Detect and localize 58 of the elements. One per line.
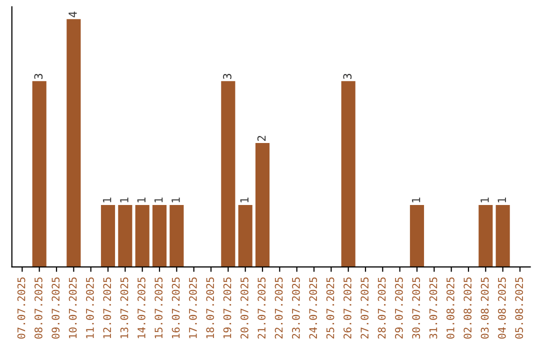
x-tick-label: 28.07.2025 [378,277,386,339]
x-tick-label: 29.07.2025 [394,277,403,339]
bar [341,81,356,267]
bar [152,204,167,267]
x-tick-label: 18.07.2025 [206,277,214,338]
data-label: 3 [223,74,232,79]
bar [255,143,270,267]
bar [135,204,150,267]
x-tick-label: 11.07.2025 [86,277,94,338]
x-tick-label: 25.07.2025 [326,277,334,339]
x-tick-label: 04.08.2025 [498,277,506,339]
data-label: 1 [412,198,420,202]
bar [32,81,46,267]
data-label: 4 [68,12,77,18]
x-tick-label: 12.07.2025 [103,277,112,338]
bar [100,204,116,267]
data-label: 3 [34,74,43,79]
x-tick-label: 26.07.2025 [343,277,352,339]
x-tick-label: 01.08.2025 [446,277,454,339]
data-label: 1 [240,198,248,202]
x-tick-label: 21.07.2025 [258,277,266,339]
x-tick-label: 14.07.2025 [138,277,146,338]
bar [66,19,81,267]
x-tick-label: 24.07.2025 [309,277,318,339]
bar [170,204,184,267]
x-tick-label: 02.08.2025 [464,277,472,339]
data-label: 3 [343,74,352,79]
x-tick-label: 23.07.2025 [292,277,300,339]
data-label: 1 [480,198,489,202]
x-tick-label: 08.07.2025 [34,277,42,339]
x-tick-label: 16.07.2025 [172,277,180,338]
x-tick-label: 20.07.2025 [240,277,248,339]
data-label: 1 [103,198,112,202]
x-tick-label: 30.07.2025 [412,277,420,339]
bar [478,204,493,267]
x-tick-label: 09.07.2025 [52,277,60,339]
x-tick-label: 31.07.2025 [429,277,438,339]
x-tick-label: 05.08.2025 [515,277,524,339]
data-label: 1 [172,198,180,202]
data-label: 1 [120,198,128,202]
x-tick-label: 17.07.2025 [189,277,197,338]
x-tick-label: 15.07.2025 [154,277,163,338]
x-tick-label: 22.07.2025 [274,277,283,339]
data-label: 1 [154,198,163,202]
x-tick-label: 10.07.2025 [68,277,77,338]
x-tick-label: 03.08.2025 [480,277,489,339]
bar [118,204,132,267]
bar [496,204,510,267]
x-tick-label: 13.07.2025 [120,277,128,338]
x-tick-label: 07.07.2025 [17,277,26,339]
data-label: 1 [498,198,506,202]
data-label: 1 [137,198,146,202]
x-tick-label: 27.07.2025 [360,277,369,339]
bar [221,81,236,267]
data-label: 2 [257,136,266,141]
bar [410,204,424,267]
bar [238,204,252,267]
x-tick-label: 19.07.2025 [223,277,232,338]
